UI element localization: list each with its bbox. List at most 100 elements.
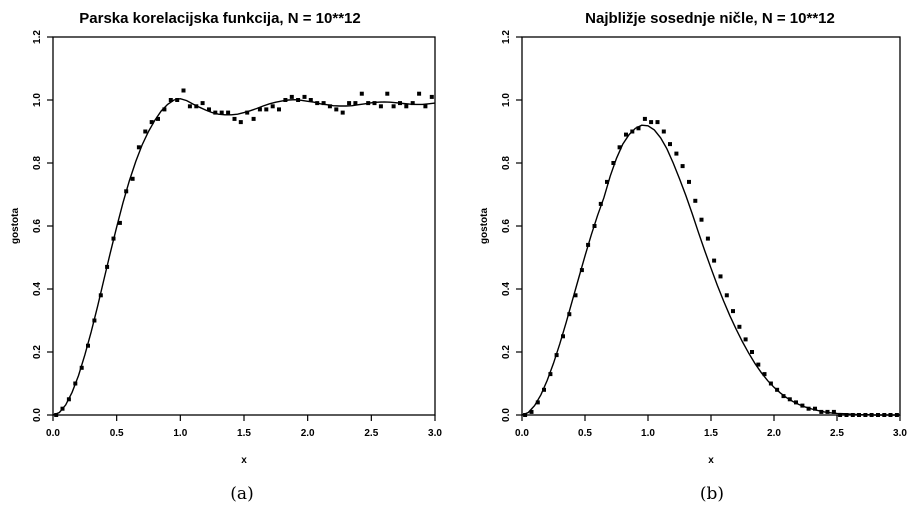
- data-point: [156, 116, 160, 121]
- y-tick-label: 0.2: [32, 345, 43, 359]
- chart-title: Parska korelacijska funkcija, N = 10**12: [79, 10, 360, 27]
- plot-marks: [52, 88, 436, 417]
- plot-frame: [52, 36, 436, 416]
- x-tick-label: 0.0: [515, 428, 529, 439]
- data-point: [181, 88, 186, 93]
- x-tick-label: 2.0: [767, 428, 781, 439]
- y-axis: 0.0 0.2 0.4 0.6 0.8 1.0 1.2: [32, 30, 53, 422]
- data-point: [724, 293, 729, 298]
- y-tick-label: 1.0: [501, 93, 512, 107]
- y-axis-label: gostota: [479, 208, 490, 245]
- data-point: [334, 107, 339, 112]
- plot-frame: [521, 36, 901, 416]
- data-point: [813, 406, 817, 411]
- data-point: [289, 94, 294, 99]
- x-tick-label: 3.0: [893, 428, 907, 439]
- data-point: [245, 110, 250, 115]
- data-point: [844, 413, 849, 417]
- data-point: [655, 120, 660, 125]
- y-tick-label: 0.2: [501, 345, 512, 359]
- x-tick-label: 1.0: [641, 428, 655, 439]
- x-axis: 0.0 0.5 1.0 1.5 2.0 2.5 3.0: [46, 415, 442, 439]
- data-point: [712, 258, 717, 263]
- x-axis-label: x: [241, 455, 247, 466]
- y-tick-label: 1.2: [501, 30, 512, 44]
- data-point: [737, 324, 742, 329]
- x-tick-label: 1.5: [237, 428, 251, 439]
- panel-caption: (b): [700, 484, 724, 504]
- data-point: [321, 101, 326, 106]
- y-tick-label: 0.4: [32, 282, 43, 296]
- data-point: [831, 409, 836, 414]
- data-point: [353, 101, 358, 106]
- x-axis: 0.0 0.5 1.0 1.5 2.0 2.5 3.0: [515, 415, 907, 439]
- y-tick-label: 0.8: [32, 156, 43, 170]
- y-tick-label: 0.0: [32, 408, 43, 422]
- data-point: [542, 387, 546, 392]
- data-point: [598, 201, 603, 206]
- y-axis-label: gostota: [10, 208, 21, 245]
- data-point: [232, 116, 237, 121]
- data-point: [649, 120, 654, 125]
- data-point: [340, 110, 345, 115]
- data-point: [838, 413, 843, 417]
- data-point: [277, 107, 281, 112]
- y-tick-label: 1.2: [32, 30, 43, 44]
- y-tick-label: 0.0: [501, 408, 512, 422]
- data-point: [410, 101, 415, 106]
- x-tick-label: 1.5: [704, 428, 718, 439]
- data-point: [661, 129, 666, 134]
- x-tick-label: 2.0: [301, 428, 315, 439]
- data-point: [523, 413, 528, 417]
- data-point: [611, 161, 616, 165]
- data-point: [264, 107, 269, 112]
- data-point: [347, 101, 352, 106]
- data-point: [143, 129, 148, 134]
- x-tick-label: 0.5: [110, 428, 124, 439]
- x-tick-label: 0.0: [46, 428, 60, 439]
- data-point: [54, 413, 59, 417]
- x-tick-label: 0.5: [578, 428, 592, 439]
- y-tick-label: 0.4: [501, 282, 512, 296]
- fitted-curve: [521, 124, 900, 416]
- chart-title: Najbližje sosednje ničle, N = 10**12: [585, 10, 835, 27]
- data-point: [750, 350, 754, 354]
- data-point: [718, 274, 723, 279]
- data-point: [130, 176, 135, 181]
- data-point: [213, 110, 218, 115]
- data-point: [200, 101, 205, 106]
- x-tick-label: 2.5: [364, 428, 378, 439]
- data-point: [168, 98, 173, 102]
- data-point: [573, 293, 578, 298]
- x-tick-label: 1.0: [173, 428, 187, 439]
- panel-caption: (a): [230, 484, 253, 504]
- data-point: [850, 413, 855, 417]
- y-axis: 0.0 0.2 0.4 0.6 0.8 1.0 1.2: [501, 30, 522, 422]
- data-point: [668, 142, 672, 147]
- data-point: [251, 116, 256, 121]
- x-tick-label: 2.5: [830, 428, 844, 439]
- data-point: [699, 217, 704, 222]
- data-point: [385, 91, 390, 96]
- data-point: [378, 104, 383, 109]
- panel-a: Parska korelacijska funkcija, N = 10**12…: [10, 10, 442, 504]
- x-tick-label: 3.0: [428, 428, 442, 439]
- data-point: [136, 145, 141, 150]
- data-point: [417, 91, 422, 96]
- data-point: [302, 94, 307, 99]
- data-point: [207, 107, 211, 112]
- data-point: [149, 120, 154, 125]
- data-point: [617, 145, 622, 150]
- data-point: [636, 126, 641, 131]
- data-point: [529, 409, 534, 414]
- data-point: [705, 236, 710, 241]
- data-point: [257, 107, 262, 112]
- data-point: [187, 104, 192, 109]
- y-tick-label: 0.8: [501, 156, 512, 170]
- data-point: [79, 365, 84, 370]
- data-point: [391, 104, 396, 109]
- y-tick-label: 0.6: [501, 219, 512, 233]
- data-point: [270, 104, 275, 109]
- plot-marks: [521, 116, 900, 417]
- data-point: [579, 268, 584, 273]
